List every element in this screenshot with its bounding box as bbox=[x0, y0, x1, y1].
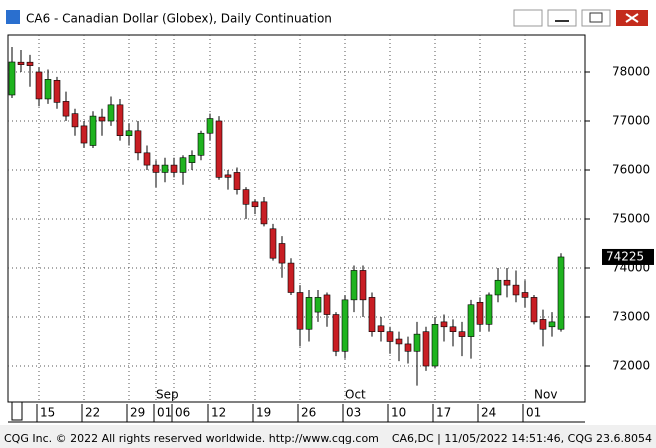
x-tick-label: 10 bbox=[391, 406, 406, 420]
candle-body bbox=[197, 132, 205, 156]
y-tick-label: 78000 bbox=[612, 64, 650, 78]
x-tick-label: 06 bbox=[175, 406, 190, 420]
candle-body bbox=[377, 325, 385, 332]
candle-body bbox=[251, 201, 259, 208]
y-tick-label: 73000 bbox=[612, 309, 650, 323]
month-label: Oct bbox=[345, 388, 366, 402]
x-tick-label: 17 bbox=[436, 406, 451, 420]
candle-body bbox=[125, 130, 133, 136]
x-tick-label: 24 bbox=[481, 406, 496, 420]
candle-body bbox=[188, 154, 196, 163]
candle-body bbox=[557, 256, 565, 330]
candle-body bbox=[269, 228, 277, 259]
candle-body bbox=[161, 164, 169, 173]
candle-body bbox=[530, 297, 538, 323]
close-icon bbox=[625, 13, 639, 23]
title-bar bbox=[0, 0, 656, 35]
candle-body bbox=[224, 174, 232, 178]
candle-body bbox=[116, 104, 124, 136]
x-tick-label: 01 bbox=[157, 406, 172, 420]
footer-right: CA6,DC | 11/05/2022 14:51:46, CQG 23.6.8… bbox=[392, 432, 652, 445]
candle-body bbox=[503, 279, 511, 286]
candle-body bbox=[134, 130, 142, 154]
y-tick-label: 77000 bbox=[612, 113, 650, 127]
x-tick-label: 29 bbox=[130, 406, 145, 420]
link-button[interactable] bbox=[513, 9, 543, 27]
candle-body bbox=[89, 115, 97, 146]
candle-body bbox=[179, 157, 187, 173]
candle-body bbox=[17, 61, 25, 65]
candle-body bbox=[332, 314, 340, 352]
candle-body bbox=[440, 321, 448, 328]
candle-body bbox=[323, 294, 331, 315]
candle-body bbox=[98, 116, 106, 122]
candle-body bbox=[422, 331, 430, 367]
candle-body bbox=[431, 324, 439, 367]
candle-body bbox=[44, 79, 52, 100]
x-tick-label: 19 bbox=[256, 406, 271, 420]
x-tick-label: 22 bbox=[85, 406, 100, 420]
candle-body bbox=[485, 294, 493, 325]
candle-body bbox=[143, 152, 151, 166]
footer-left: CQG Inc. © 2022 All rights reserved worl… bbox=[4, 432, 379, 445]
candle-body bbox=[548, 321, 556, 328]
candle-body bbox=[314, 297, 322, 313]
candle-body bbox=[278, 243, 286, 264]
maximize-button[interactable] bbox=[581, 9, 611, 27]
candle-body bbox=[152, 164, 160, 173]
candle-body bbox=[521, 292, 529, 298]
y-tick-label: 75000 bbox=[612, 211, 650, 225]
candle-body bbox=[404, 343, 412, 352]
candle-body bbox=[260, 201, 268, 225]
scroll-box[interactable] bbox=[11, 401, 23, 421]
candle-body bbox=[107, 104, 115, 122]
month-label: Sep bbox=[156, 388, 179, 402]
candle-body bbox=[395, 338, 403, 345]
x-tick-label: 12 bbox=[211, 406, 226, 420]
y-tick-label: 76000 bbox=[612, 162, 650, 176]
x-tick-label: 01 bbox=[526, 406, 541, 420]
candle-body bbox=[8, 61, 16, 96]
app-icon bbox=[6, 10, 20, 24]
minimize-button[interactable] bbox=[547, 9, 577, 27]
last-price-tag bbox=[602, 248, 654, 265]
candle-body bbox=[386, 331, 394, 342]
candle-body bbox=[359, 270, 367, 301]
candle-body bbox=[287, 262, 295, 293]
candle-body bbox=[305, 297, 313, 330]
candle-body bbox=[494, 279, 502, 296]
candle-body bbox=[35, 71, 43, 100]
candle-body bbox=[476, 301, 484, 325]
candle-body bbox=[242, 189, 250, 205]
candle-body bbox=[170, 164, 178, 173]
candle-body bbox=[206, 118, 214, 134]
window-title: CA6 - Canadian Dollar (Globex), Daily Co… bbox=[26, 12, 332, 26]
candle-body bbox=[233, 172, 241, 190]
candle-body bbox=[53, 80, 61, 103]
last-price-label: 74225 bbox=[606, 249, 644, 263]
candle-body bbox=[458, 331, 466, 337]
maximize-icon bbox=[589, 12, 603, 23]
candle-body bbox=[80, 125, 88, 144]
candle-body bbox=[413, 333, 421, 352]
candle-body bbox=[71, 113, 79, 128]
candle-body bbox=[296, 292, 304, 330]
candle-body bbox=[512, 284, 520, 296]
month-label: Nov bbox=[534, 388, 557, 402]
candle-body bbox=[539, 319, 547, 330]
x-tick-label: 03 bbox=[346, 406, 361, 420]
candle-body bbox=[449, 326, 457, 332]
x-tick-label: 26 bbox=[301, 406, 316, 420]
x-tick-label: 15 bbox=[40, 406, 55, 420]
candle-body bbox=[62, 101, 70, 117]
candle-body bbox=[215, 120, 223, 178]
candle-body bbox=[341, 299, 349, 352]
candle-body bbox=[368, 297, 376, 332]
y-tick-label: 72000 bbox=[612, 358, 650, 372]
candle-body bbox=[26, 61, 34, 66]
candle-body bbox=[350, 270, 358, 301]
candle-body bbox=[467, 304, 475, 337]
